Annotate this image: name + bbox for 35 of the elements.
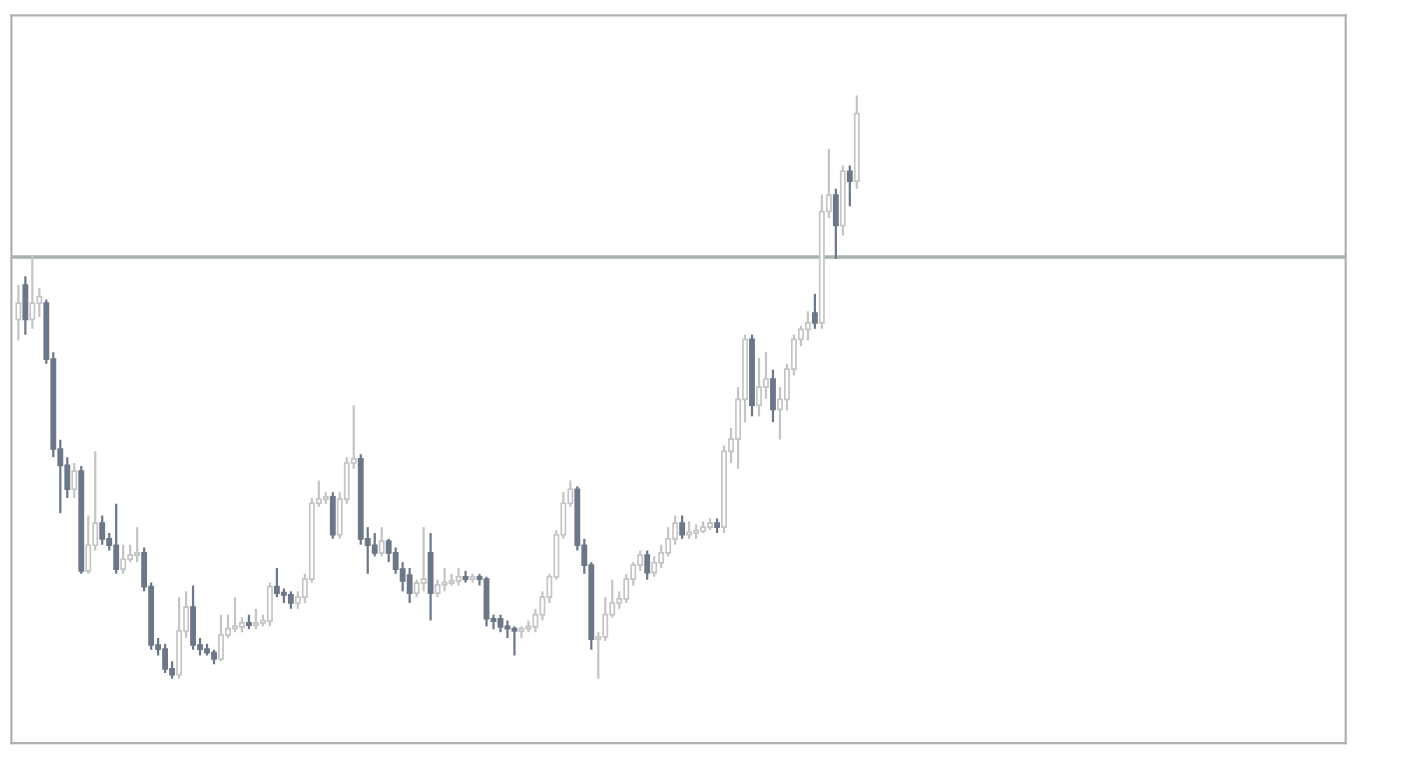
candlestick xyxy=(846,164,853,208)
candlestick xyxy=(120,543,127,575)
candlestick xyxy=(176,596,183,680)
candlestick xyxy=(455,566,462,587)
candlestick xyxy=(832,187,839,260)
candlestick xyxy=(518,625,525,640)
candlestick xyxy=(15,283,22,342)
candlestick xyxy=(232,596,238,634)
candlestick xyxy=(770,368,776,424)
candlestick xyxy=(462,569,469,584)
candlestick xyxy=(756,356,762,418)
candlestick xyxy=(190,584,196,651)
candlestick xyxy=(162,642,169,675)
candlestick xyxy=(134,526,141,564)
candlestick xyxy=(378,526,385,558)
candlestick xyxy=(99,514,106,546)
candlestick xyxy=(22,275,29,336)
candlestick xyxy=(420,526,427,593)
candlestick xyxy=(329,491,336,540)
candlestick xyxy=(266,581,273,628)
candlestick xyxy=(511,625,518,657)
candlestick xyxy=(29,254,36,330)
candlestick xyxy=(273,566,280,599)
candlestick xyxy=(441,566,448,593)
candlestick xyxy=(71,461,78,500)
candlestick xyxy=(811,292,818,330)
candlestick xyxy=(679,514,686,540)
candlestick xyxy=(804,310,811,342)
candlestick xyxy=(644,549,651,581)
candlestick xyxy=(113,502,120,575)
candlestick xyxy=(253,607,259,631)
candlestick xyxy=(218,613,224,663)
candlestick xyxy=(406,566,413,605)
candlestick xyxy=(448,572,455,587)
candlestick xyxy=(427,531,434,622)
